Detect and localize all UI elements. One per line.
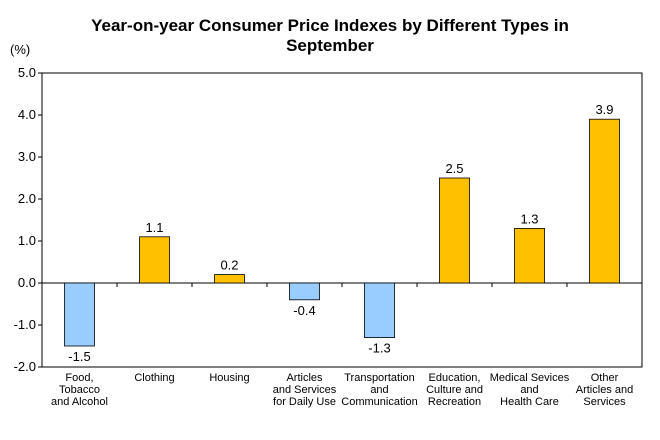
category-label: Other Articles and Services [576, 372, 633, 408]
bar [589, 118, 620, 284]
category-label: Education, Culture and Recreation [426, 372, 483, 408]
category-label-line: Housing [209, 372, 249, 384]
category-label-line: Transportation [344, 372, 415, 384]
category-label-line: Other [591, 372, 619, 384]
bar-value-label: -0.4 [293, 303, 315, 318]
bar [439, 177, 470, 284]
bar [214, 274, 245, 284]
y-tick-label: -2.0 [14, 359, 36, 374]
category-label-line: Health Care [500, 396, 559, 408]
category-label-line: Articles and [576, 384, 633, 396]
bar [364, 282, 395, 338]
y-tick-label: 3.0 [18, 149, 36, 164]
category-label: Food, Tobacco and Alcohol [51, 372, 108, 408]
category-label-line: Communication [341, 396, 417, 408]
category-label-line: and Alcohol [51, 396, 108, 408]
bar [64, 282, 95, 347]
category-label-line: Food, [65, 372, 93, 384]
y-tick-label: 4.0 [18, 107, 36, 122]
y-tick-label: -1.0 [14, 317, 36, 332]
category-label-line: for Daily Use [273, 396, 336, 408]
bar [514, 227, 545, 284]
category-label-line: Tobacco [59, 384, 100, 396]
bar [139, 236, 170, 284]
plot-frame [41, 72, 643, 368]
category-label: Transportation and Communication [341, 372, 417, 408]
y-axis-unit-label: (%) [10, 42, 31, 57]
category-label: Medical Sevices and Health Care [490, 372, 570, 408]
bar-value-label: 2.5 [445, 161, 463, 176]
bar-value-label: 0.2 [220, 258, 238, 273]
category-label-line: Education, [429, 372, 481, 384]
category-label-line: and [370, 384, 388, 396]
chart-title-line-1: Year-on-year Consumer Price Indexes by D… [91, 16, 569, 35]
bar-value-label: 1.1 [145, 220, 163, 235]
y-tick-label: 2.0 [18, 191, 36, 206]
category-label: Clothing [134, 372, 174, 384]
bar-value-label: -1.5 [68, 349, 90, 364]
bar-value-label: -1.3 [368, 341, 390, 356]
category-label: Housing [209, 372, 249, 384]
y-tick-label: 1.0 [18, 233, 36, 248]
bar-value-label: 3.9 [595, 102, 613, 117]
category-label-line: Clothing [134, 372, 174, 384]
category-label-line: Recreation [428, 396, 481, 408]
bar [289, 282, 320, 301]
category-label: Articles and Services for Daily Use [273, 372, 337, 408]
category-label-line: Medical Sevices [490, 372, 570, 384]
category-label-line: Articles [286, 372, 323, 384]
y-tick-label: 0.0 [18, 275, 36, 290]
category-label-line: and [520, 384, 538, 396]
category-label-line: Services [583, 396, 626, 408]
chart-title-line-2: September [286, 36, 374, 55]
y-tick-label: 5.0 [18, 65, 36, 80]
chart-title: Year-on-year Consumer Price Indexes by D… [0, 16, 660, 56]
category-label-line: and Services [273, 384, 337, 396]
category-label-line: Culture and [426, 384, 483, 396]
bar-value-label: 1.3 [520, 211, 538, 226]
